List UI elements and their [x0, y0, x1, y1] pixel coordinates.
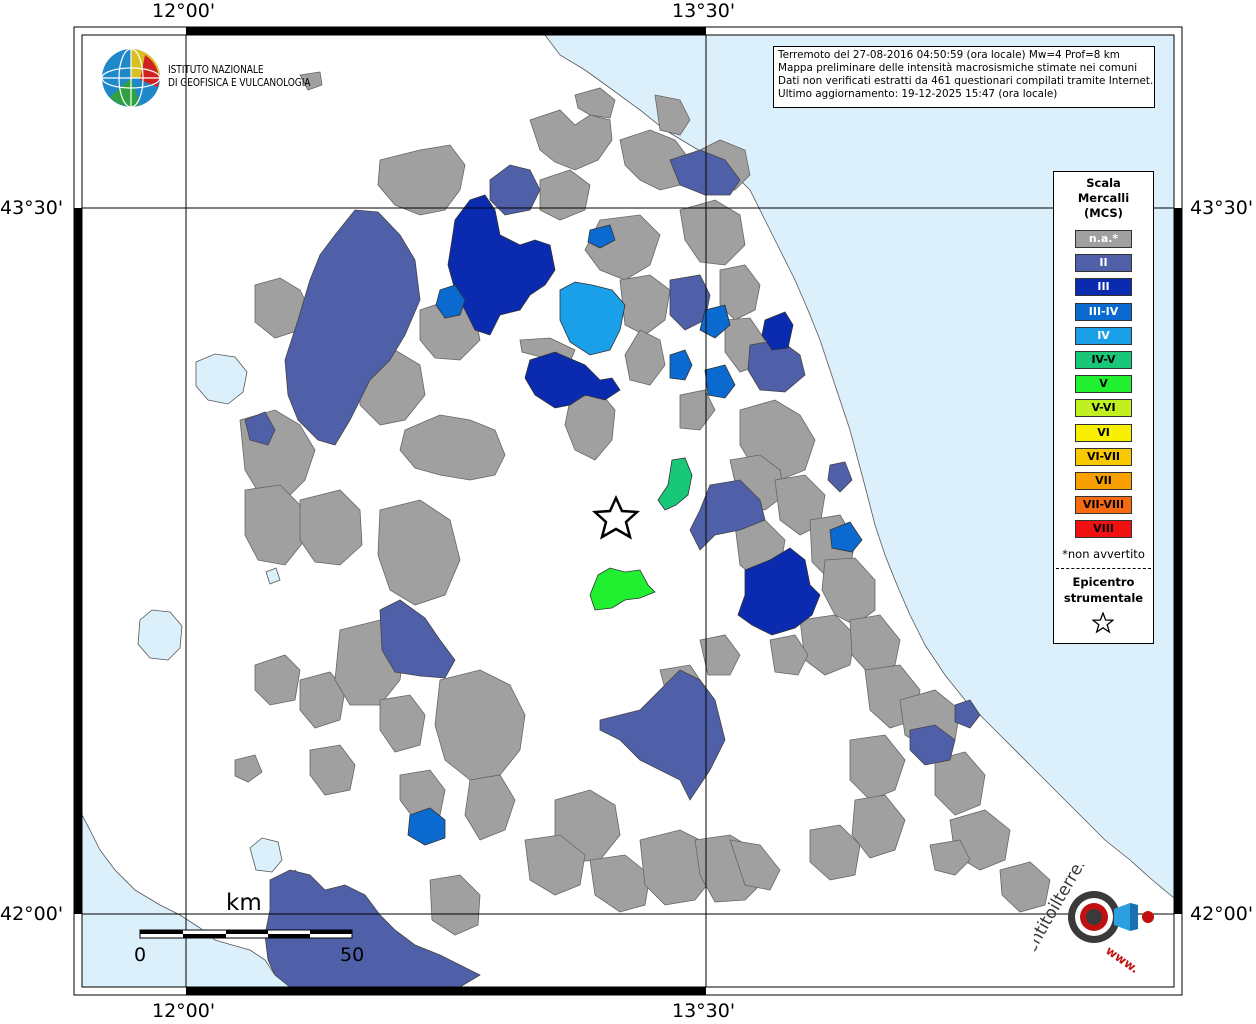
municipalities-III [447, 194, 821, 636]
hsv-logo: haisentitoilterremoto.it www. [1034, 865, 1154, 975]
legend: Scala Mercalli (MCS) n.a.* II III III-IV IV I… [1053, 171, 1154, 644]
legend-note: *non avvertito [1062, 547, 1145, 561]
coord-lon-east-top: 13°30' [672, 0, 736, 22]
info-line-4: Ultimo aggiornamento: 19-12-2025 15:47 (… [778, 88, 1058, 100]
municipalities-II [244, 149, 981, 988]
legend-separator [1056, 568, 1151, 569]
coord-lat-north-right: 43°30' [1190, 197, 1254, 219]
municipality-IV-V [657, 457, 693, 511]
municipalities-III-IV [407, 224, 863, 846]
coord-lon-east-bottom: 13°30' [672, 1000, 736, 1022]
info-box: Terremoto del 27-08-2016 04:50:59 (ora l… [773, 46, 1155, 108]
epicenter-star [591, 495, 641, 540]
municipalities-na [234, 71, 1051, 936]
info-line-1: Terremoto del 27-08-2016 04:50:59 (ora l… [778, 49, 1120, 61]
institute-line-2: DI GEOFISICA E VULCANOLOGIA [168, 77, 311, 89]
legend-item-vi-vii: VI-VII [1075, 447, 1132, 466]
legend-star-icon [1092, 612, 1114, 634]
legend-title-1: Scala [1086, 176, 1121, 190]
legend-item-viii: VIII [1075, 520, 1132, 539]
hsv-logo-www: www. [1103, 943, 1141, 975]
graticule [82, 35, 1174, 987]
legend-item-iv: IV [1075, 326, 1132, 345]
legend-epicenter-2: strumentale [1063, 591, 1144, 605]
legend-item-n-a: n.a.* [1075, 230, 1132, 248]
legend-title-3: (MCS) [1084, 206, 1123, 220]
scale-start-label: 0 [134, 944, 147, 966]
ingv-logo [101, 48, 161, 108]
legend-title: Scala Mercalli (MCS) [1054, 176, 1153, 221]
legend-item-iv-v: IV-V [1075, 351, 1132, 369]
legend-epicenter-label: Epicentro strumentale [1054, 574, 1153, 606]
lake-bracciano [249, 837, 283, 873]
legend-item-v: V [1075, 375, 1132, 394]
coord-lon-west-bottom: 12°00' [152, 1000, 216, 1022]
legend-item-ii: II [1075, 254, 1132, 273]
legend-item-vi: VI [1075, 423, 1132, 442]
coord-lat-north-left: 43°30' [0, 197, 64, 219]
legend-epicenter-1: Epicentro [1072, 575, 1135, 589]
frame-right-bar [1174, 208, 1182, 914]
municipality-V [589, 567, 656, 611]
frame-bottom-bar [186, 987, 706, 995]
coord-lat-south-left: 42°00' [0, 903, 64, 925]
legend-item-vii-viii: VII-VIII [1075, 496, 1132, 515]
scale-unit: km [226, 890, 262, 916]
institute-line-1: ISTITUTO NAZIONALE [168, 64, 264, 76]
legend-title-2: Mercalli [1077, 191, 1130, 205]
frame-top-bar [186, 27, 706, 35]
lake-bolsena [137, 609, 183, 661]
info-line-2: Mappa preliminare delle intensità macros… [778, 62, 1138, 74]
info-line-3: Dati non verificati estratti da 461 ques… [778, 75, 1154, 87]
lake-piediluco [265, 567, 281, 585]
institute-name: ISTITUTO NAZIONALE DI GEOFISICA E VULCAN… [168, 64, 311, 90]
scale-bar [139, 929, 353, 939]
coord-lon-west-top: 12°00' [152, 0, 216, 22]
frame-left-bar [74, 208, 82, 914]
lake-trasimeno [195, 353, 248, 405]
legend-item-iii: III [1075, 278, 1132, 297]
legend-item-iii-iv: III-IV [1075, 302, 1132, 321]
municipality-IV [559, 281, 626, 356]
scale-end-label: 50 [340, 944, 365, 966]
coord-lat-south-right: 42°00' [1190, 903, 1254, 925]
legend-item-v-vi: V-VI [1075, 399, 1132, 418]
legend-item-vii: VII [1075, 472, 1132, 490]
